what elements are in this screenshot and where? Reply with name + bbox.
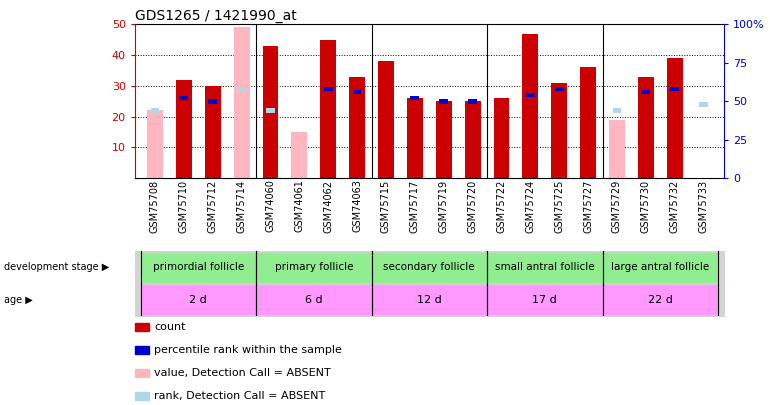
Bar bbox=[176, 80, 192, 178]
Bar bbox=[522, 34, 538, 178]
Bar bbox=[237, 87, 246, 91]
Bar bbox=[233, 28, 249, 178]
Bar bbox=[320, 40, 336, 178]
Bar bbox=[378, 61, 394, 178]
Bar bbox=[263, 46, 279, 178]
Bar bbox=[349, 77, 365, 178]
Text: secondary follicle: secondary follicle bbox=[383, 262, 475, 272]
Bar bbox=[638, 77, 654, 178]
Bar bbox=[209, 99, 217, 104]
Bar bbox=[135, 346, 149, 354]
Bar bbox=[464, 101, 480, 178]
Bar bbox=[641, 90, 650, 94]
Bar bbox=[151, 108, 159, 113]
Bar bbox=[440, 99, 448, 104]
Bar bbox=[436, 101, 452, 178]
Text: development stage ▶: development stage ▶ bbox=[4, 262, 109, 272]
Text: 12 d: 12 d bbox=[417, 295, 442, 305]
Text: count: count bbox=[154, 322, 186, 332]
Bar bbox=[526, 93, 534, 98]
Text: 17 d: 17 d bbox=[532, 295, 557, 305]
Text: value, Detection Call = ABSENT: value, Detection Call = ABSENT bbox=[154, 368, 331, 378]
Bar bbox=[555, 87, 564, 91]
Text: percentile rank within the sample: percentile rank within the sample bbox=[154, 345, 342, 355]
Bar bbox=[494, 98, 510, 178]
Bar bbox=[407, 98, 423, 178]
Bar bbox=[609, 120, 625, 178]
Bar bbox=[205, 86, 221, 178]
Bar bbox=[266, 108, 275, 113]
Text: age ▶: age ▶ bbox=[4, 295, 32, 305]
Bar bbox=[176, 80, 192, 178]
Bar bbox=[135, 369, 149, 377]
Bar bbox=[353, 90, 361, 94]
Bar bbox=[613, 108, 621, 113]
Bar bbox=[667, 58, 683, 178]
Text: GDS1265 / 1421990_at: GDS1265 / 1421990_at bbox=[135, 9, 296, 23]
Text: primordial follicle: primordial follicle bbox=[152, 262, 244, 272]
Bar bbox=[699, 102, 708, 107]
Bar bbox=[147, 111, 163, 178]
Text: primary follicle: primary follicle bbox=[275, 262, 353, 272]
Bar bbox=[671, 87, 679, 91]
Text: rank, Detection Call = ABSENT: rank, Detection Call = ABSENT bbox=[154, 391, 325, 401]
Text: small antral follicle: small antral follicle bbox=[495, 262, 594, 272]
Bar bbox=[410, 96, 419, 100]
Bar bbox=[135, 322, 149, 330]
Bar bbox=[324, 87, 333, 91]
Text: 2 d: 2 d bbox=[189, 295, 207, 305]
Bar bbox=[135, 392, 149, 400]
Text: 22 d: 22 d bbox=[648, 295, 673, 305]
Bar bbox=[468, 99, 477, 104]
Bar bbox=[580, 67, 596, 178]
Bar bbox=[179, 96, 188, 100]
Bar bbox=[291, 132, 307, 178]
Text: large antral follicle: large antral follicle bbox=[611, 262, 709, 272]
Bar bbox=[551, 83, 567, 178]
Text: 6 d: 6 d bbox=[305, 295, 323, 305]
